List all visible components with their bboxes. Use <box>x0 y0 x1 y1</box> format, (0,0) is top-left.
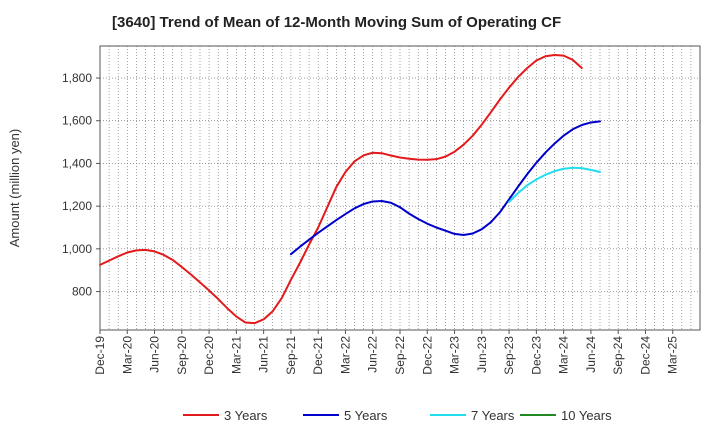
series-lines <box>99 53 601 325</box>
series-line-5-years <box>289 120 601 256</box>
y-tick-label: 1,600 <box>62 114 92 128</box>
x-tick-label: Mar-23 <box>448 336 462 374</box>
x-tick-label: Sep-24 <box>611 336 625 375</box>
legend-label: 3 Years <box>224 408 268 423</box>
x-tick-label: Sep-21 <box>284 336 298 375</box>
y-tick-label: 1,400 <box>62 156 92 170</box>
x-tick-label: Mar-22 <box>338 336 352 374</box>
y-tick-label: 800 <box>72 285 92 299</box>
legend: 3 Years 5 Years 7 Years 10 Years <box>183 408 612 423</box>
legend-label: 10 Years <box>561 408 612 423</box>
x-tick-label: Jun-21 <box>257 336 271 373</box>
x-tick-label: Mar-24 <box>557 336 571 374</box>
x-tick-label: Jun-20 <box>148 336 162 373</box>
y-tick-label: 1,200 <box>62 199 92 213</box>
legend-label: 5 Years <box>344 408 388 423</box>
x-tick-label: Dec-22 <box>420 336 434 375</box>
x-tick-label: Mar-25 <box>666 336 680 374</box>
x-tick-label: Dec-21 <box>311 336 325 375</box>
grid-lines <box>100 46 700 330</box>
x-tick-label: Sep-22 <box>393 336 407 375</box>
x-tick-label: Mar-20 <box>120 336 134 374</box>
y-tick-label: 1,800 <box>62 71 92 85</box>
x-tick-label: Sep-23 <box>502 336 516 375</box>
x-tick-label: Jun-23 <box>475 336 489 373</box>
x-tick-label: Dec-24 <box>638 336 652 375</box>
x-tick-label: Dec-23 <box>529 336 543 375</box>
x-tick-label: Dec-20 <box>202 336 216 375</box>
x-tick-label: Sep-20 <box>175 336 189 375</box>
chart-title: [3640] Trend of Mean of 12-Month Moving … <box>112 14 562 31</box>
x-tick-label: Dec-19 <box>93 336 107 375</box>
x-tick-label: Jun-22 <box>366 336 380 373</box>
legend-label: 7 Years <box>471 408 515 423</box>
y-axis-ticks: 800 1,000 1,200 1,400 1,600 1,800 <box>62 71 100 299</box>
series-line-3-years <box>99 53 583 325</box>
y-axis-title: Amount (million yen) <box>7 129 22 248</box>
x-axis-ticks: Dec-19 Mar-20 Jun-20 Sep-20 Dec-20 Mar-21 Jun-… <box>93 330 680 375</box>
y-tick-label: 1,000 <box>62 242 92 256</box>
x-tick-label: Mar-21 <box>229 336 243 374</box>
series-line-7-years <box>508 166 601 203</box>
x-tick-label: Jun-24 <box>584 336 598 373</box>
